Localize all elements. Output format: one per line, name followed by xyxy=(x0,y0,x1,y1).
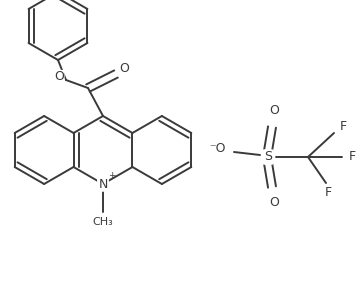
Text: F: F xyxy=(325,186,331,199)
Text: N: N xyxy=(98,178,108,191)
Text: S: S xyxy=(264,150,272,163)
Text: F: F xyxy=(348,149,356,163)
Text: O: O xyxy=(119,63,129,76)
Text: +: + xyxy=(108,171,116,181)
Text: ⁻O: ⁻O xyxy=(209,142,225,156)
Text: O: O xyxy=(269,196,279,210)
Text: F: F xyxy=(339,120,347,134)
Text: CH₃: CH₃ xyxy=(93,217,113,227)
Text: O: O xyxy=(54,70,64,84)
Text: O: O xyxy=(269,105,279,117)
